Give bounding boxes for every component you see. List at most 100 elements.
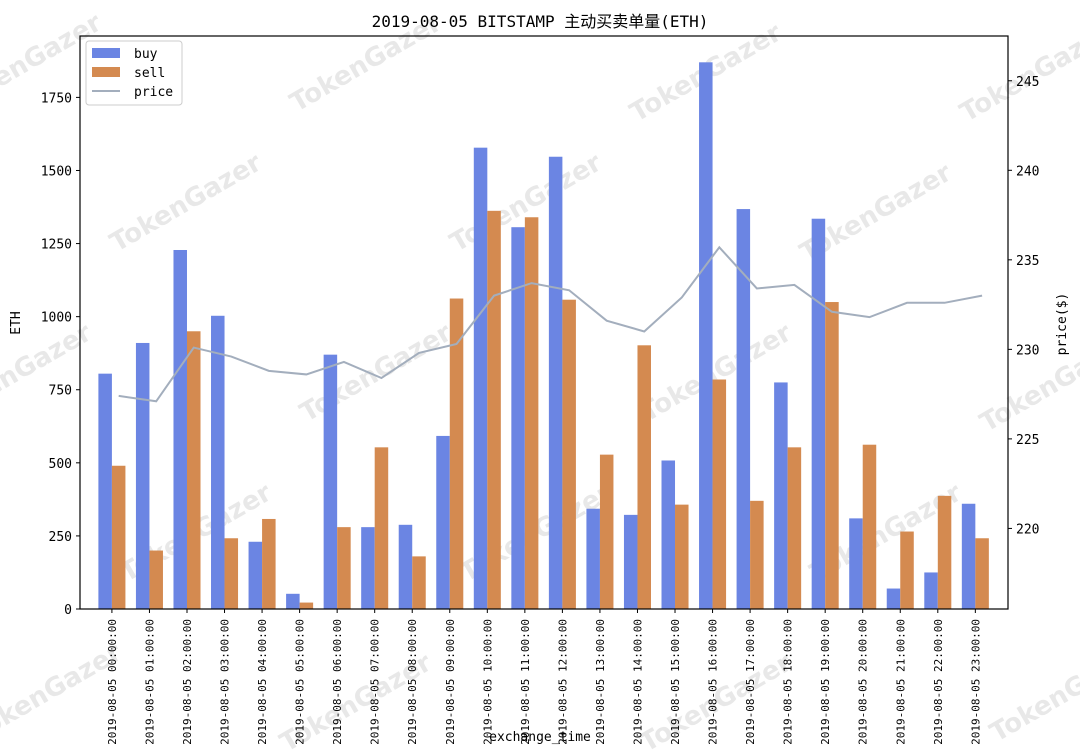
bar-buy	[361, 527, 375, 609]
bars-layer	[98, 62, 989, 610]
x-tick-label: 2019-08-05 03:00:00	[219, 619, 232, 745]
x-tick-label: 2019-08-05 00:00:00	[106, 619, 119, 745]
bar-sell	[186, 331, 201, 609]
bar-sell	[487, 210, 501, 609]
bar-buy	[436, 435, 450, 609]
x-tick-label: 2019-08-05 09:00:00	[444, 619, 457, 745]
bar-buy	[511, 227, 525, 610]
x-tick-label: 2019-08-05 21:00:00	[894, 619, 907, 745]
watermark-text: TokenGazer	[105, 148, 267, 259]
bar-sell	[449, 298, 464, 609]
watermark-text: TokenGazer	[955, 18, 1080, 129]
y2-tick-label: 235	[1016, 254, 1039, 269]
bar-sell	[637, 345, 651, 609]
bar-buy	[961, 503, 976, 609]
bar-sell	[299, 602, 314, 609]
watermark-layer: TokenGazer TokenGazer TokenGazer TokenGazer…	[0, 8, 1080, 756]
bar-buy	[398, 524, 413, 609]
y-tick-label: 1250	[41, 238, 72, 253]
price-line-layer	[118, 245, 983, 403]
legend-swatch-sell	[92, 67, 120, 77]
bar-buy	[323, 354, 338, 609]
bar-sell	[675, 504, 689, 609]
legend-label-price: price	[134, 85, 173, 100]
y-tick-label: 1500	[41, 164, 72, 179]
bar-buy	[736, 209, 751, 609]
bar-buy	[886, 588, 901, 609]
x-tick-label: 2019-08-05 19:00:00	[819, 619, 832, 745]
bar-sell	[262, 518, 276, 609]
y2-tick-label: 220	[1016, 522, 1039, 537]
legend-swatch-buy	[92, 48, 120, 58]
bar-sell	[224, 538, 239, 609]
bar-sell	[412, 556, 426, 609]
bar-buy	[811, 218, 826, 609]
bar-buy	[548, 156, 563, 609]
y-tick-labels: 0 250 500 750 1000 1250 1500 1750	[41, 91, 72, 618]
legend-label-sell: sell	[134, 66, 165, 81]
y-tick-label: 1750	[41, 91, 72, 106]
bar-sell	[787, 447, 802, 609]
bar-buy	[98, 373, 112, 609]
bar-buy	[661, 460, 676, 609]
x-tick-label: 2019-08-05 10:00:00	[481, 619, 494, 745]
bar-sell	[900, 531, 914, 609]
bar-buy	[699, 62, 713, 610]
x-tick-label: 2019-08-05 22:00:00	[932, 619, 945, 745]
bar-sell	[337, 527, 351, 609]
bar-sell	[562, 299, 576, 609]
x-tick-label: 2019-08-05 17:00:00	[744, 619, 757, 745]
bar-sell	[825, 302, 839, 609]
watermark-text: TokenGazer	[985, 638, 1080, 749]
bar-buy	[211, 315, 225, 609]
bar-sell	[937, 495, 952, 609]
bar-sell	[975, 538, 989, 609]
x-tick-label: 2019-08-05 02:00:00	[181, 619, 194, 745]
x-tick-label: 2019-08-05 11:00:00	[519, 619, 532, 745]
legend: buy sell price	[85, 40, 183, 106]
x-tick-label: 2019-08-05 20:00:00	[857, 619, 870, 745]
bar-buy	[623, 514, 638, 609]
bar-sell	[524, 217, 539, 609]
bar-buy	[849, 518, 863, 609]
x-tick-label: 2019-08-05 16:00:00	[707, 619, 720, 745]
y-tick-label: 0	[64, 603, 72, 618]
y2-tick-label: 240	[1016, 164, 1039, 179]
y-tick-label: 250	[49, 530, 72, 545]
x-axis-label: exchange_time	[489, 730, 591, 745]
plot-frame	[79, 35, 1009, 610]
bar-sell	[374, 447, 389, 609]
bar-buy	[924, 572, 938, 609]
x-tick-label: 2019-08-05 15:00:00	[669, 619, 682, 745]
y2-tick-label: 245	[1016, 75, 1039, 90]
bar-buy	[473, 147, 488, 610]
axes-layer	[76, 35, 1012, 613]
bar-buy	[135, 342, 150, 609]
y2-tick-labels: 220 225 230 235 240 245	[1016, 75, 1039, 538]
bar-sell	[111, 465, 126, 609]
bar-buy	[774, 382, 788, 609]
y2-tick-label: 225	[1016, 433, 1039, 448]
x-tick-label: 2019-08-05 18:00:00	[782, 619, 795, 745]
x-tick-label: 2019-08-05 01:00:00	[143, 619, 156, 745]
legend-label-buy: buy	[134, 47, 158, 62]
y2-axis-label: price($)	[1055, 293, 1070, 356]
bar-sell	[149, 550, 163, 609]
bar-sell	[862, 444, 877, 609]
y-tick-label: 500	[49, 457, 72, 472]
bar-buy	[586, 508, 600, 609]
x-tick-label: 2019-08-05 08:00:00	[406, 619, 419, 745]
x-tick-label: 2019-08-05 05:00:00	[294, 619, 307, 745]
y2-tick-label: 230	[1016, 343, 1039, 358]
y-tick-label: 750	[49, 384, 72, 399]
x-tick-label: 2019-08-05 23:00:00	[969, 619, 982, 745]
x-tick-labels: 2019-08-05 00:00:00 2019-08-05 01:00:00 20…	[106, 619, 982, 745]
bar-buy	[173, 249, 187, 609]
bar-buy	[248, 541, 263, 609]
bar-sell	[599, 454, 614, 609]
x-tick-label: 2019-08-05 12:00:00	[556, 619, 569, 745]
x-tick-label: 2019-08-05 14:00:00	[631, 619, 644, 745]
chart-title: 2019-08-05 BITSTAMP 主动买卖单量(ETH)	[372, 12, 709, 31]
x-tick-label: 2019-08-05 13:00:00	[594, 619, 607, 745]
watermark-text: TokenGazer	[295, 318, 457, 429]
